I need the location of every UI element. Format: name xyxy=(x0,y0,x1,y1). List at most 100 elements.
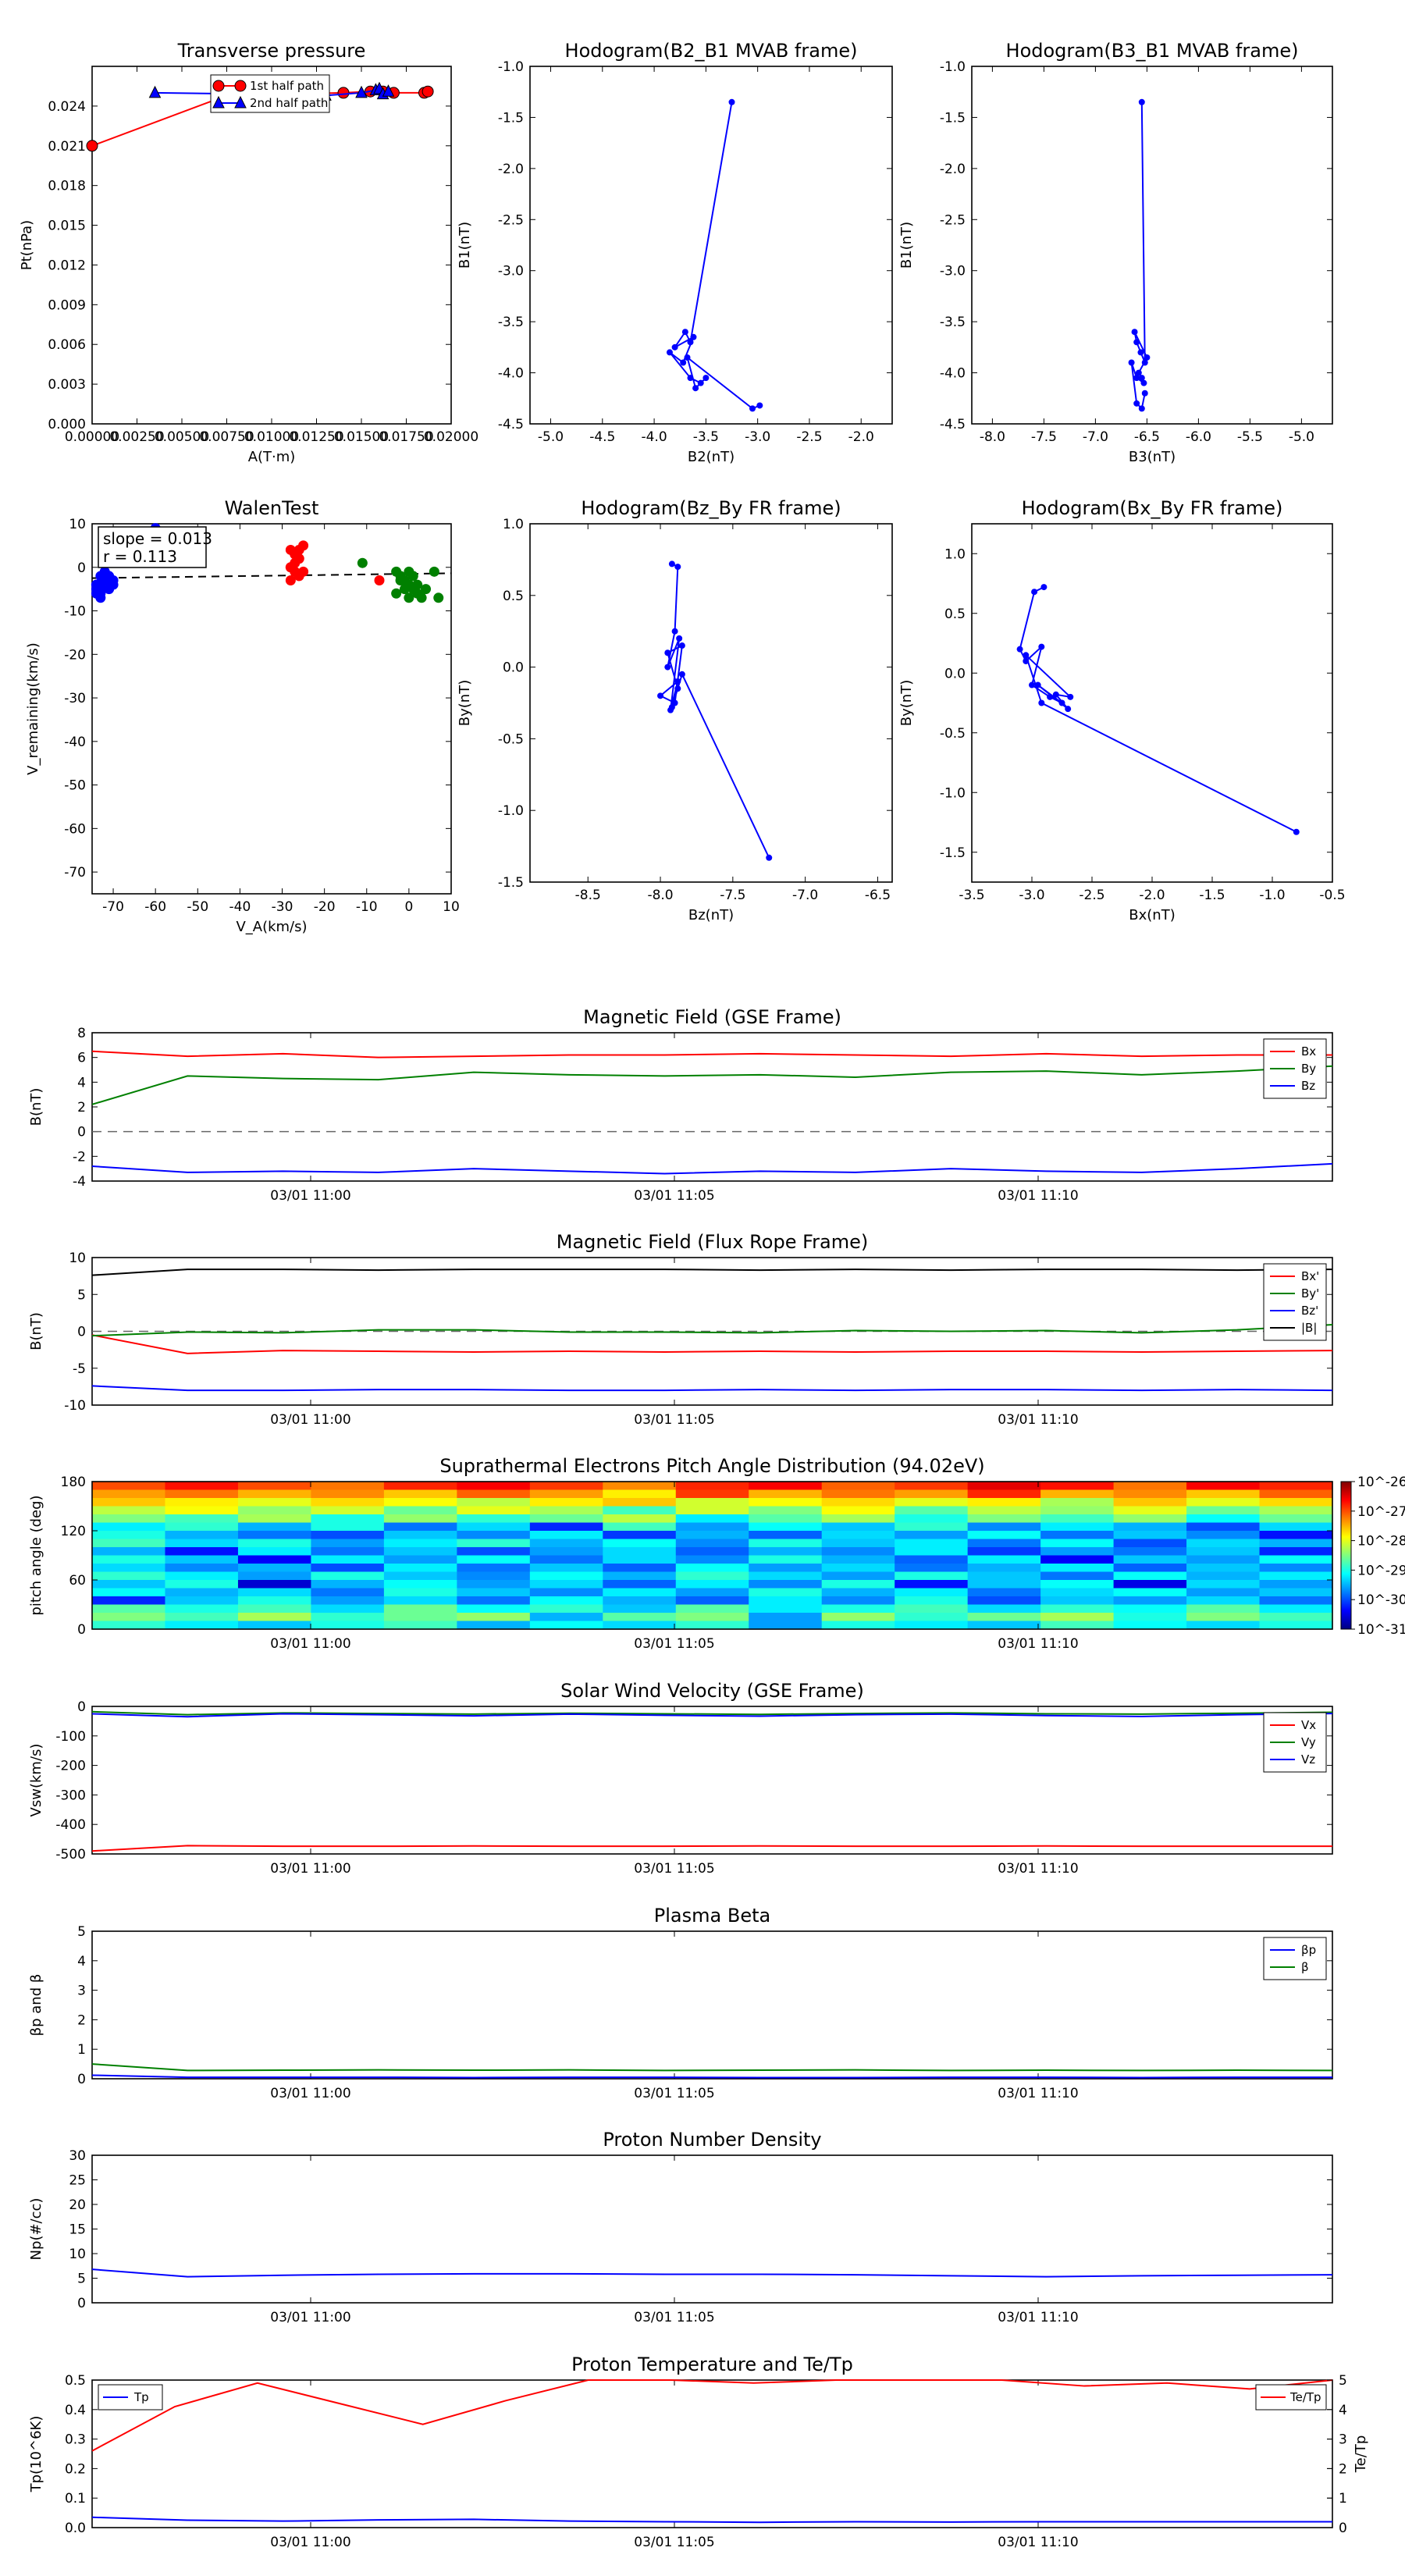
heatmap-cell xyxy=(1040,1539,1115,1548)
heatmap-cell xyxy=(529,1531,603,1540)
y-tick-label: 0.003 xyxy=(48,377,86,393)
heatmap-cell xyxy=(92,1522,166,1532)
x-tick-label: -7.0 xyxy=(792,888,818,903)
legend: βp β xyxy=(1263,1937,1327,1980)
time-tick-label: 03/01 11:00 xyxy=(270,1636,350,1652)
heatmap-cell xyxy=(821,1613,895,1622)
heatmap-cell xyxy=(1040,1522,1115,1532)
colorbar-tick-label: 10^-28 xyxy=(1357,1534,1405,1550)
heatmap-cell xyxy=(237,1498,312,1507)
heatmap-cell xyxy=(603,1564,677,1573)
heatmap-cell xyxy=(1113,1547,1187,1557)
y-tick-label: -500 xyxy=(55,1847,86,1863)
data-point xyxy=(382,84,395,97)
heatmap-cell xyxy=(529,1514,603,1524)
heatmap-cell xyxy=(675,1564,749,1573)
heatmap-cell xyxy=(821,1539,895,1548)
heatmap-cell xyxy=(749,1531,823,1540)
colorbar-tick-label: 10^-31 xyxy=(1357,1622,1405,1638)
y-tick-label: -200 xyxy=(55,1759,86,1774)
data-point xyxy=(298,540,309,551)
heatmap-cell xyxy=(165,1506,239,1515)
heatmap-cell xyxy=(967,1489,1041,1499)
data-point xyxy=(1067,693,1074,700)
x-tick-label: 0.00750 xyxy=(199,429,254,445)
y-tick-label: 5 xyxy=(77,1287,86,1303)
series-0 xyxy=(657,560,773,861)
time-tick-label: 03/01 11:05 xyxy=(634,2086,714,2101)
heatmap-cell xyxy=(529,1564,603,1573)
x-tick-label: -3.5 xyxy=(693,429,719,445)
legend-left: Tp xyxy=(98,2384,163,2411)
heatmap-cell xyxy=(1113,1613,1187,1622)
heatmap-cell xyxy=(529,1522,603,1532)
heatmap-cell xyxy=(457,1588,531,1597)
heatmap-cell xyxy=(675,1489,749,1499)
y-tick-label: -30 xyxy=(64,691,86,706)
y-axis-label: Tp(10^6K) xyxy=(28,2416,44,2493)
y-tick-label: -3.5 xyxy=(940,315,966,330)
data-point xyxy=(1040,584,1048,591)
heatmap-cell xyxy=(749,1588,823,1597)
y-tick-label: 2 xyxy=(1339,2461,1347,2477)
data-point xyxy=(1133,375,1140,382)
heatmap-cell xyxy=(603,1539,677,1548)
heatmap-cell xyxy=(92,1547,166,1557)
heatmap-cell xyxy=(457,1522,531,1532)
data-point xyxy=(374,575,385,585)
heatmap-cell xyxy=(1113,1564,1187,1573)
y-axis-label: By(nT) xyxy=(898,680,915,726)
data-point xyxy=(728,98,735,105)
series-line-Bx xyxy=(91,1050,1332,1059)
heatmap-cell xyxy=(821,1506,895,1515)
legend-label: By xyxy=(1301,1062,1316,1076)
heatmap-cell xyxy=(895,1489,969,1499)
y-tick-label: 0 xyxy=(77,1325,86,1340)
y-tick-label: 180 xyxy=(61,1475,86,1490)
heatmap-cell xyxy=(311,1539,385,1548)
heatmap-cell xyxy=(967,1604,1041,1614)
heatmap-cell xyxy=(1259,1482,1333,1491)
heatmap-cell xyxy=(529,1539,603,1548)
heatmap-cell xyxy=(1040,1596,1115,1606)
heatmap-cell xyxy=(237,1482,312,1491)
heatmap-cell xyxy=(749,1564,823,1573)
x-tick-label: -1.0 xyxy=(1259,888,1285,903)
time-tick-label: 03/01 11:00 xyxy=(270,1188,350,1204)
y-axis-label: B(nT) xyxy=(28,1088,44,1126)
legend-label: Vz xyxy=(1301,1752,1315,1767)
y-tick-label: 60 xyxy=(69,1573,86,1589)
heatmap-cell xyxy=(457,1613,531,1622)
heatmap-cell xyxy=(749,1498,823,1507)
y-tick-label: 25 xyxy=(69,2173,86,2189)
y-tick-label: 4 xyxy=(77,1075,86,1091)
x-tick-label: -2.5 xyxy=(796,429,822,445)
heatmap-cell xyxy=(603,1580,677,1589)
data-point xyxy=(671,343,678,350)
series-line-|B| xyxy=(91,1268,1333,1276)
series-line xyxy=(1019,586,1297,833)
heatmap-cell xyxy=(165,1489,239,1499)
heatmap-cell xyxy=(749,1555,823,1564)
heatmap-cell xyxy=(675,1514,749,1524)
heatmap-cell xyxy=(675,1555,749,1564)
legend: Bx By Bz xyxy=(1263,1038,1327,1099)
series-0 xyxy=(666,98,763,412)
heatmap-cell xyxy=(165,1531,239,1540)
heatmap-cell xyxy=(92,1482,166,1491)
data-point xyxy=(674,564,681,571)
y-tick-label: -1.5 xyxy=(940,110,966,126)
y-tick-label: -2.0 xyxy=(940,162,966,177)
heatmap-cell xyxy=(1040,1604,1115,1614)
data-point xyxy=(357,557,368,568)
heatmap-cell xyxy=(821,1571,895,1581)
x-tick-label: -8.0 xyxy=(980,429,1005,445)
heatmap-cell xyxy=(1113,1596,1187,1606)
scatter-series-red xyxy=(285,540,385,585)
data-point xyxy=(687,375,694,382)
heatmap-cell xyxy=(311,1604,385,1614)
heatmap-cell xyxy=(603,1571,677,1581)
heatmap-cell xyxy=(1040,1555,1115,1564)
y-tick-label: -1.0 xyxy=(940,59,966,75)
